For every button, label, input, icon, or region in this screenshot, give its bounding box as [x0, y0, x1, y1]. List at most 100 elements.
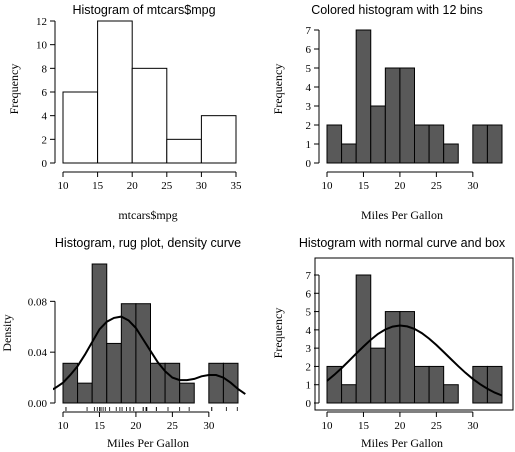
histogram-bar: [384, 67, 401, 164]
x-tick-label: 10: [322, 420, 334, 432]
histogram-bar: [428, 365, 445, 404]
density-curve: [53, 315, 246, 395]
chart-title: Histogram of mtcars$mpg: [72, 3, 215, 17]
y-tick-label: 2: [306, 361, 312, 373]
y-tick-label: 0.04: [28, 347, 48, 359]
x-tick-label: 35: [231, 180, 243, 192]
y-tick-label: 10: [36, 40, 48, 52]
y-tick-label: 6: [42, 87, 48, 99]
histogram-bar: [472, 124, 488, 164]
x-tick-label: 20: [127, 180, 139, 192]
histogram-bar: [97, 20, 133, 164]
histogram-bar: [355, 274, 372, 404]
density-curve: [326, 324, 503, 397]
chart-title: Histogram, rug plot, density curve: [55, 236, 241, 250]
x-tick-label: 25: [167, 420, 179, 432]
histogram-bar: [326, 124, 343, 164]
histogram-bar: [399, 311, 415, 404]
y-tick-label: 7: [306, 25, 312, 37]
panel-rug-density: Histogram, rug plot, density curve Miles…: [0, 236, 246, 450]
histogram-bar: [106, 342, 122, 404]
histogram-bar: [428, 124, 445, 164]
x-tick-label: 10: [58, 180, 70, 192]
y-tick-label: 0: [42, 158, 48, 170]
y-tick-label: 6: [306, 288, 312, 300]
y-tick-label: 7: [306, 270, 312, 282]
x-axis-label: Miles Per Gallon: [361, 208, 443, 222]
y-tick-label: 2: [42, 134, 48, 146]
x-axis-label: mtcars$mpg: [118, 208, 177, 222]
histogram-bar: [355, 29, 372, 164]
histogram-bar: [208, 362, 224, 404]
y-tick-label: 4: [306, 82, 312, 94]
rug-layer: [65, 407, 238, 411]
x-tick-label: 15: [92, 180, 104, 192]
histogram-bar: [341, 143, 357, 164]
histogram-bar: [77, 382, 93, 404]
y-tick-label: 0.08: [28, 296, 48, 308]
histogram-bar: [414, 124, 430, 164]
x-tick-label: 20: [394, 420, 406, 432]
y-axis-label: Frequency: [271, 64, 285, 115]
x-axis-label: Miles Per Gallon: [107, 436, 189, 450]
axes: 10 15 20 25 30 35 0 2 4 6 8 10 12: [36, 16, 242, 192]
x-tick-label: 10: [322, 180, 334, 192]
histogram-bar: [399, 67, 415, 164]
axes: 10 15 20 25 30 0 1 2 3 4 5 6 7: [306, 25, 479, 192]
histogram-bar: [135, 303, 152, 404]
histogram-bar: [131, 67, 168, 164]
x-tick-label: 15: [358, 420, 370, 432]
x-tick-label: 20: [394, 180, 406, 192]
histogram-bar: [341, 384, 357, 404]
histogram-bar: [91, 263, 108, 404]
histogram-bar: [326, 365, 343, 404]
x-tick-label: 25: [161, 180, 173, 192]
y-tick-label: 0.00: [28, 398, 48, 410]
x-tick-label: 15: [94, 420, 106, 432]
histogram-bar: [414, 365, 430, 404]
bars: [326, 29, 503, 164]
y-tick-label: 1: [306, 139, 312, 151]
x-tick-label: 30: [467, 420, 479, 432]
histogram-bar: [443, 384, 459, 404]
axes: 10 15 20 25 30 0.00 0.04 0.08: [28, 296, 215, 432]
x-tick-label: 25: [431, 420, 443, 432]
panel-normal-curve-box: Histogram with normal curve and box Mile…: [271, 236, 514, 450]
histogram-bar: [486, 365, 503, 404]
y-tick-label: 3: [306, 101, 312, 113]
y-axis-label: Frequency: [271, 308, 285, 359]
y-tick-label: 0: [306, 398, 312, 410]
panel-colored-histogram: Colored histogram with 12 bins Miles Per…: [271, 3, 503, 222]
histogram-bar: [166, 138, 202, 164]
y-tick-label: 6: [306, 44, 312, 56]
x-tick-label: 25: [431, 180, 443, 192]
x-tick-label: 15: [358, 180, 370, 192]
y-tick-label: 0: [306, 158, 312, 170]
bars: [326, 274, 503, 404]
histogram-bar: [443, 143, 459, 164]
x-tick-label: 30: [196, 180, 208, 192]
y-tick-label: 2: [306, 120, 312, 132]
y-tick-label: 3: [306, 343, 312, 355]
bars: [62, 263, 239, 404]
histogram-bar: [164, 362, 181, 404]
bars: [62, 20, 237, 164]
plot-box: [314, 257, 514, 411]
histogram-bar: [62, 91, 99, 164]
y-axis-label: Density: [0, 314, 14, 351]
x-axis-label: Miles Per Gallon: [361, 436, 443, 450]
histogram-bar: [486, 124, 503, 164]
y-tick-label: 4: [306, 325, 312, 337]
x-tick-label: 20: [130, 420, 142, 432]
chart-title: Colored histogram with 12 bins: [311, 3, 483, 17]
histogram-bar: [370, 347, 386, 404]
y-tick-label: 1: [306, 380, 312, 392]
histogram-bar: [370, 105, 386, 164]
curve-layer: [53, 315, 246, 395]
histogram-bar: [200, 115, 237, 164]
x-tick-label: 10: [58, 420, 70, 432]
curve-layer: [326, 324, 503, 397]
x-tick-label: 30: [203, 420, 215, 432]
panel-histogram-mtcars: Histogram of mtcars$mpg mtcars$mpg Frequ…: [7, 3, 242, 222]
